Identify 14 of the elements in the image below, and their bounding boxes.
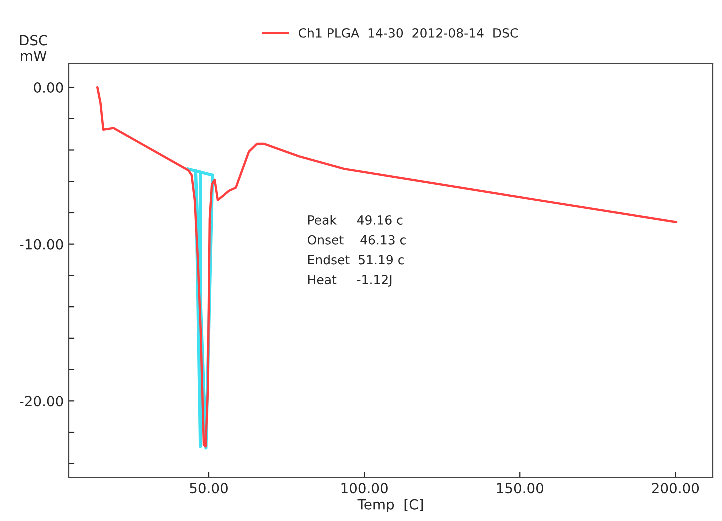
x-tick-label: 150.00 [497,483,544,494]
x-axis-title: Temp [C] [358,499,423,513]
x-tick-label: 200.00 [652,483,700,494]
y-tick-label: -20.00 [20,396,64,407]
legend-label: Ch1 PLGA 14-30 2012-08-14 DSC [299,28,518,38]
annotation: Onset 46.13 c [308,235,406,245]
y-tick-label: 0.00 [34,82,64,93]
annotation: Endset 51.19 c [308,255,404,265]
annotation: Peak 49.16 c [308,215,403,225]
x-tick-label: 50.00 [190,483,228,494]
x-tick-label: 100.00 [342,483,388,494]
y-tick-label: -10.00 [20,239,64,250]
annotation: Heat -1.12J [308,275,392,287]
y-axis-title: DSC mW [20,35,48,62]
